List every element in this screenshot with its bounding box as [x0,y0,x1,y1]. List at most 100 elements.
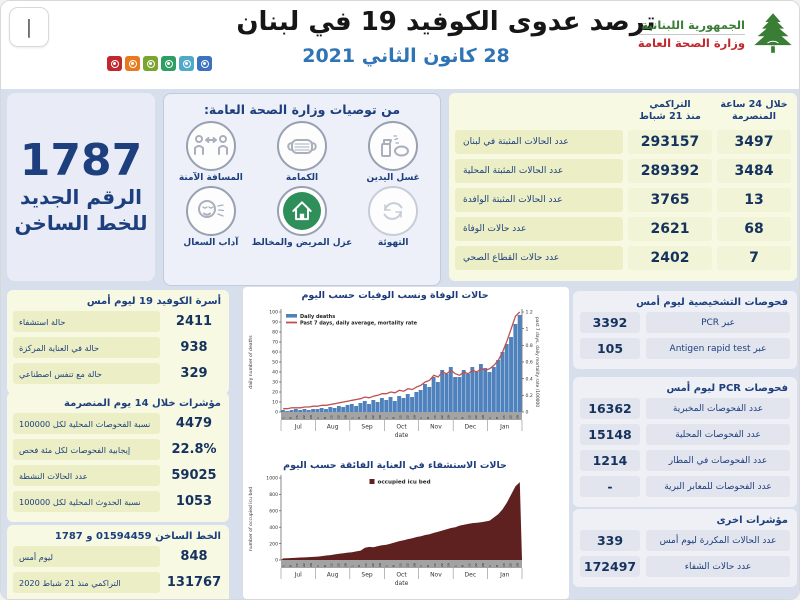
svg-text:8: 8 [495,417,499,419]
dock-icon[interactable] [197,56,212,71]
svg-text:8: 8 [460,417,464,419]
hotline-number: 1787 [19,134,143,186]
stat-value: 848 [180,549,208,564]
svg-text:Jul: Jul [294,424,303,431]
svg-text:8: 8 [288,417,292,419]
stat-value: 172497 [580,556,640,577]
svg-text:8: 8 [323,565,327,567]
dock-icon[interactable] [161,56,176,71]
window-control-button[interactable]: | [9,7,49,47]
recommendation-isolation: عزل المريض والمخالط [251,186,353,248]
svg-text:29: 29 [378,563,382,567]
ring-icon [110,59,119,68]
stat-row: 105 عبر Antigen rapid test [580,338,790,359]
stat-value: 4479 [175,416,213,431]
svg-text:Sep: Sep [361,572,373,579]
stat-value: 59025 [171,468,217,483]
last-24h-value: 3484 [717,158,791,183]
cough-etiquette-icon [185,186,236,236]
stat-label: عبر Antigen rapid test [646,338,790,359]
stat-label: حالة استشفاء [13,311,160,332]
panel-title: فحوصات PCR ليوم أمس [666,383,788,394]
svg-text:29: 29 [309,563,313,567]
stat-row: حالة استشفاء 2411 [13,311,223,332]
svg-text:29: 29 [343,563,347,567]
ring-icon [164,59,173,68]
svg-text:29: 29 [447,563,451,567]
recommendation-label: المسافة الآمنة [178,173,243,183]
svg-text:60: 60 [272,350,278,356]
svg-text:date: date [395,580,409,587]
stat-value: 3392 [580,312,640,333]
ventilation-icon [368,186,419,236]
svg-text:10: 10 [272,400,278,406]
stat-value: - [580,476,640,497]
svg-text:15: 15 [330,563,334,567]
stat-value: 329 [180,366,208,381]
svg-text:22: 22 [509,415,513,419]
svg-text:400: 400 [269,525,278,531]
daily-deaths-chart: حالات الوفاة ونسب الوفيات حسب اليوم01020… [248,290,540,439]
table-row: عدد الحالات المثبتة في لبنان 293157 3497 [455,129,791,154]
svg-text:40: 40 [272,370,278,376]
svg-text:22: 22 [337,415,341,419]
svg-text:Nov: Nov [430,424,442,431]
logo-line-ministry: وزارة الصحة العامة [637,34,745,50]
svg-text:600: 600 [269,509,278,515]
dock-icon[interactable] [125,56,140,71]
svg-text:حالات الوفاة ونسب الوفيات حسب: حالات الوفاة ونسب الوفيات حسب اليوم [301,290,488,301]
svg-text:29: 29 [481,563,485,567]
other-indicators-panel: مؤشرات اخرى 339 عدد الحالات المكررة ليوم… [573,509,797,587]
panel-title: مؤشرات خلال 14 يوم المنصرمة [64,398,221,409]
svg-text:15: 15 [467,415,471,419]
recommendation-label: عزل المريض والمخالط [251,238,353,248]
dock-icon[interactable] [143,56,158,71]
svg-text:Sep: Sep [361,424,373,431]
dock-icon[interactable] [107,56,122,71]
hotline-number-card: 1787 الرقم الجديد للخط الساخن [7,93,155,281]
table-header-row: التراكمي منذ 21 شباط خلال 24 ساعة المنصرمة [455,99,791,124]
stat-row: حالة في العناية المركزة 938 [13,337,223,358]
svg-text:50: 50 [272,360,278,366]
svg-text:22: 22 [302,415,306,419]
recommendation-mask: الكمامة [252,121,353,183]
table-row: عدد حالات الوفاة 2621 68 [455,216,791,241]
svg-text:Daily deaths: Daily deaths [300,314,335,320]
svg-text:0: 0 [275,558,278,564]
svg-text:Oct: Oct [396,424,407,431]
dock-icon[interactable] [179,56,194,71]
svg-text:Jan: Jan [499,424,509,431]
svg-text:1: 1 [385,565,389,567]
stat-row: التراكمي منذ 21 شباط 2020 131767 [13,572,223,593]
recommendation-hand-wash: غسل اليدين [352,121,434,183]
panel-title: الخط الساخن 01594459 و 1787 [54,531,221,542]
table-row: عدد الحالات المثبتة المحلية 289392 3484 [455,158,791,183]
svg-text:1: 1 [281,565,285,567]
svg-text:22: 22 [405,415,409,419]
report-date: 28 كانون الثاني 2021 [302,45,510,67]
svg-text:15: 15 [295,563,299,567]
stat-label: عدد حالات الشفاء [646,556,790,577]
svg-text:date: date [395,432,409,439]
recommendation-label: غسل اليدين [366,173,420,183]
svg-text:0.8: 0.8 [526,343,533,349]
svg-text:1: 1 [419,417,423,419]
logo-line-republic: الجمهورية اللبنانية [641,18,745,33]
stat-value: 16362 [580,398,640,419]
svg-text:1: 1 [281,417,285,419]
safe-distance-icon [185,121,236,171]
stat-row: 1214 عدد الفحوصات في المطار [580,450,790,471]
stat-label: عدد الحالات المكررة ليوم أمس [646,530,790,551]
stat-row: 339 عدد الحالات المكررة ليوم أمس [580,530,790,551]
svg-text:80: 80 [272,330,278,336]
stat-label: حالة مع تنفس اصطناعي [13,363,160,384]
cedar-tree-icon [751,11,795,59]
table-row-label: عدد الحالات المثبتة الوافدة [455,187,623,212]
svg-text:1: 1 [526,326,529,332]
svg-text:15: 15 [467,563,471,567]
svg-text:29: 29 [412,563,416,567]
svg-text:حالات الاستشفاء في العناية الف: حالات الاستشفاء في العناية الفائقة حسب ا… [283,460,507,471]
last-24h-value: 13 [717,187,791,212]
last-24h-value: 7 [717,245,791,270]
